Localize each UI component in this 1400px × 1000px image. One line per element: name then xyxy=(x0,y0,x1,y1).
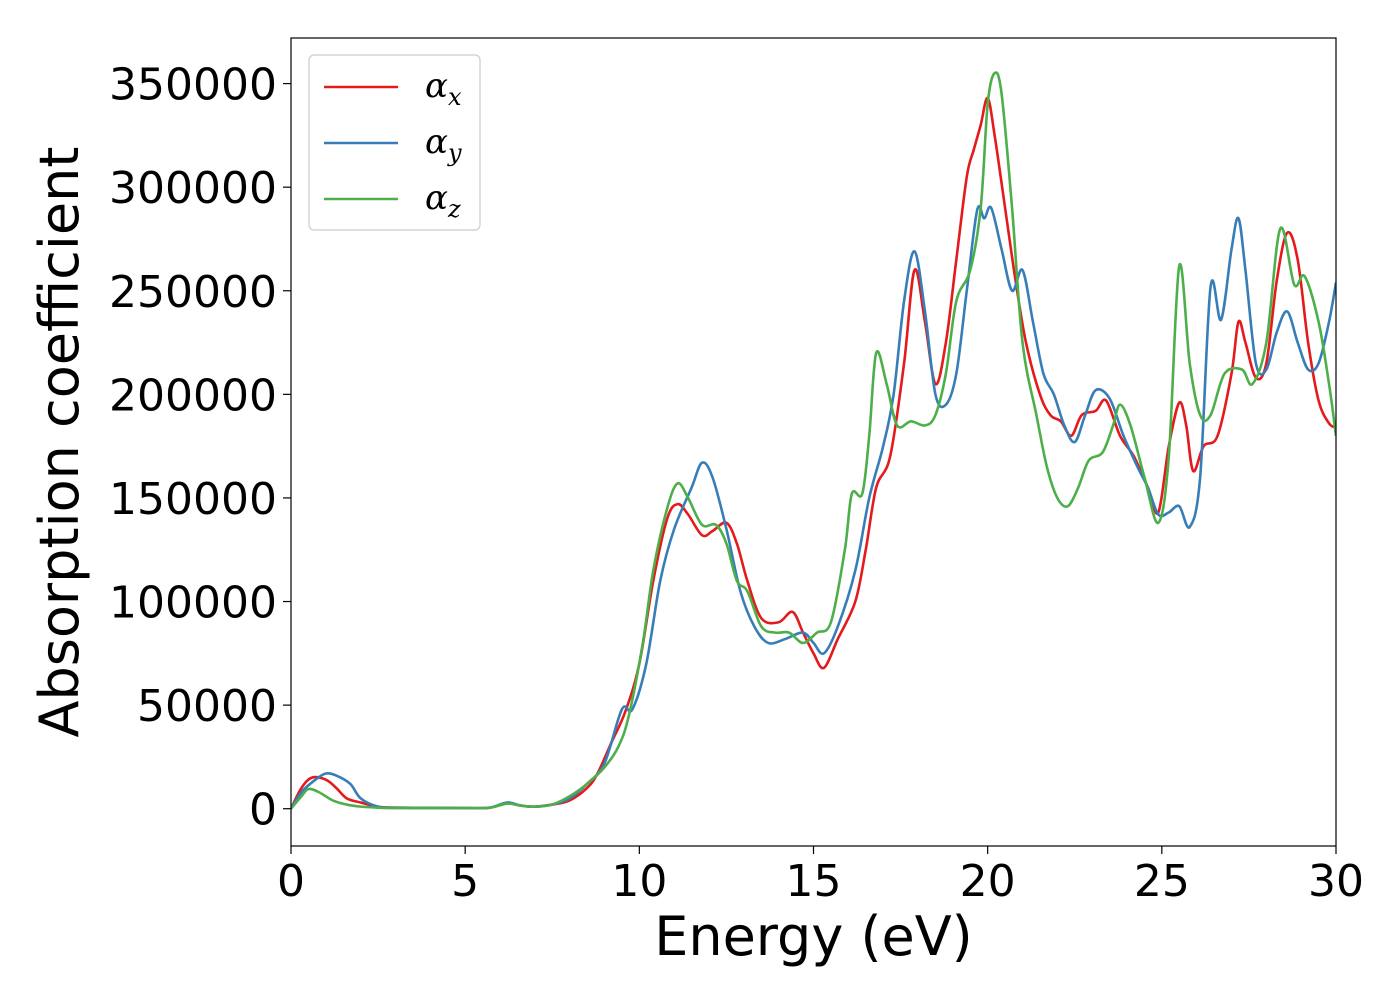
y-tick-label: 300000 xyxy=(109,163,277,214)
series-layer xyxy=(291,71,1336,810)
y-tick-label: 250000 xyxy=(109,267,277,318)
y-axis-ticks: 0 50000 100000 150000 200000 250000 300000 3500… xyxy=(109,60,291,836)
x-tick-label: 25 xyxy=(1134,856,1190,907)
x-tick-label: 15 xyxy=(786,856,842,907)
x-axis-label: Energy (eV) xyxy=(654,905,973,968)
x-axis-ticks: 0 5 10 15 20 25 30 xyxy=(277,846,1364,907)
y-tick-label: 100000 xyxy=(109,578,277,629)
x-tick-label: 30 xyxy=(1308,856,1364,907)
y-axis-label: Absorption coefficient xyxy=(28,147,91,738)
y-tick-label: 50000 xyxy=(137,681,277,732)
series-line-z xyxy=(291,71,1336,810)
series-line-y xyxy=(291,204,1336,810)
x-tick-label: 10 xyxy=(611,856,667,907)
x-tick-label: 20 xyxy=(960,856,1016,907)
y-tick-label: 0 xyxy=(249,785,277,836)
y-tick-label: 200000 xyxy=(109,370,277,421)
y-tick-label: 150000 xyxy=(109,474,277,525)
y-tick-label: 350000 xyxy=(109,60,277,111)
x-tick-label: 0 xyxy=(277,856,305,907)
x-tick-label: 5 xyxy=(451,856,479,907)
